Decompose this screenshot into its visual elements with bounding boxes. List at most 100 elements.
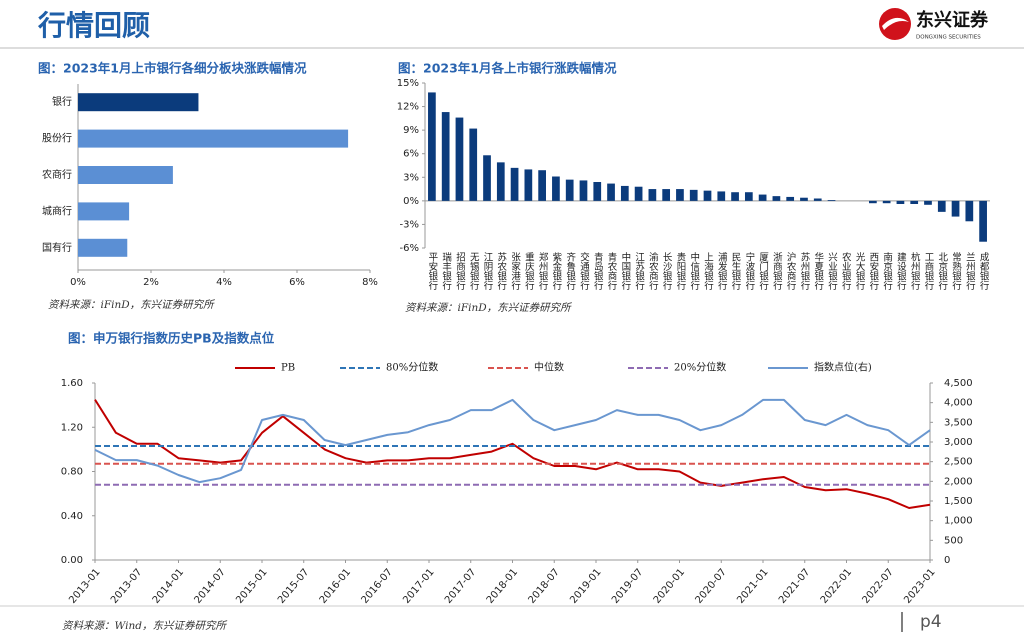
legend-label: 20%分位数 — [674, 361, 726, 374]
bar — [78, 202, 130, 221]
bar — [772, 196, 781, 201]
x-tick-label: 贵阳银行 — [674, 251, 686, 291]
y2-tick-label: 3,000 — [944, 437, 973, 448]
bar — [979, 200, 987, 242]
bar — [951, 200, 960, 217]
bar — [800, 197, 808, 201]
logo-name: 东兴证券 — [916, 9, 989, 31]
bar — [634, 186, 643, 201]
x-tick-label: 2023-01 — [902, 567, 937, 606]
bar — [731, 192, 739, 201]
y-tick-label: 农商行 — [42, 168, 72, 181]
bar — [538, 170, 546, 201]
bar — [579, 180, 588, 201]
bar — [455, 117, 464, 201]
x-tick-label: 江苏银行 — [633, 252, 645, 291]
bar — [78, 238, 128, 257]
source-note: 资料来源：Wind，东兴证券研究所 — [62, 620, 227, 632]
x-tick-label: 杭州银行 — [909, 251, 921, 291]
x-tick-label: 6% — [289, 277, 305, 288]
x-tick-label: 常熟银行 — [950, 251, 962, 291]
x-tick-label: 农业银行 — [840, 251, 852, 291]
x-tick-label: 青农商行 — [606, 251, 618, 291]
x-tick-label: 华夏银行 — [812, 251, 824, 291]
chart-title: 图：2023年1月各上市银行涨跌幅情况 — [398, 61, 617, 76]
x-tick-label: 齐鲁银行 — [564, 251, 576, 291]
x-tick-label: 长沙银行 — [661, 251, 673, 291]
x-tick-label: 建设银行 — [895, 251, 907, 291]
x-tick-label: 民生银行 — [730, 252, 742, 291]
x-tick-label: 2019-07 — [610, 567, 645, 606]
logo-subtitle: DONGXING SECURITIES — [916, 35, 981, 41]
y-tick-label: 6% — [403, 149, 419, 160]
chart-title: 图：2023年1月上市银行各细分板块涨跌幅情况 — [38, 61, 307, 76]
y-tick-label: 0.00 — [61, 555, 83, 566]
x-tick-label: 兰州银行 — [964, 251, 976, 291]
y2-tick-label: 1,500 — [944, 496, 973, 507]
y-tick-label: 12% — [397, 102, 419, 113]
x-tick-label: 沪农商行 — [785, 251, 797, 291]
series-line — [94, 399, 931, 509]
bar — [510, 167, 519, 201]
x-tick-label: 0% — [70, 277, 86, 288]
bar — [662, 189, 671, 201]
bar — [965, 200, 974, 222]
x-tick-label: 苏农银行 — [495, 251, 507, 291]
legend-label: PB — [281, 363, 295, 374]
x-tick-label: 中信银行 — [688, 251, 700, 291]
x-tick-label: 2019-01 — [568, 567, 603, 606]
x-tick-label: 工商银行 — [922, 252, 934, 291]
legend-label: 80%分位数 — [386, 361, 438, 374]
y-tick-label: 9% — [403, 125, 419, 136]
bar — [896, 200, 905, 204]
bar — [648, 189, 657, 201]
bar — [441, 112, 450, 201]
x-tick-label: 紫金银行 — [550, 252, 562, 291]
x-tick-label: 青岛银行 — [592, 251, 604, 291]
x-tick-label: 8% — [362, 277, 378, 288]
y2-tick-label: 2,000 — [944, 476, 973, 487]
x-tick-label: 北京银行 — [936, 252, 948, 291]
x-tick-label: 西安银行 — [867, 252, 879, 291]
x-tick-label: 2013-07 — [109, 567, 144, 606]
legend-label: 中位数 — [534, 361, 564, 374]
y2-tick-label: 1,000 — [944, 516, 973, 527]
y2-tick-label: 2,500 — [944, 457, 973, 468]
y-tick-label: 城商行 — [42, 204, 72, 217]
bar — [483, 155, 491, 201]
bar — [620, 185, 629, 201]
x-tick-label: 2015-01 — [234, 567, 269, 606]
bar — [565, 179, 574, 201]
x-tick-label: 2016-07 — [360, 567, 395, 606]
x-tick-label: 光大银行 — [854, 251, 866, 291]
x-tick-label: 苏州银行 — [798, 251, 810, 291]
bar — [937, 200, 946, 212]
x-tick-label: 2022-01 — [819, 567, 854, 606]
y-tick-label: 0.80 — [61, 467, 83, 478]
bar — [524, 169, 533, 201]
x-tick-label: 4% — [216, 277, 232, 288]
bar — [703, 190, 712, 201]
x-tick-label: 2018-01 — [485, 567, 520, 606]
x-tick-label: 上海银行 — [702, 252, 714, 291]
x-tick-label: 2022-07 — [861, 567, 896, 606]
x-tick-label: 2% — [143, 277, 159, 288]
y-tick-label: 3% — [403, 172, 419, 183]
x-tick-label: 宁波银行 — [743, 251, 755, 291]
source-note: 资料来源：iFinD，东兴证券研究所 — [405, 302, 572, 314]
x-tick-label: 2014-01 — [151, 567, 186, 606]
bar — [744, 192, 753, 201]
y-tick-label: 0% — [403, 196, 419, 207]
y-tick-label: 银行 — [52, 95, 72, 108]
bar — [786, 196, 795, 201]
logo-mark — [879, 8, 911, 40]
bar — [827, 200, 836, 201]
y-tick-label: 0.40 — [61, 511, 83, 522]
bar — [910, 200, 919, 204]
x-tick-label: 无锡银行 — [468, 252, 480, 291]
x-tick-label: 2020-07 — [694, 567, 729, 606]
bar — [717, 191, 726, 201]
x-tick-label: 成都银行 — [978, 251, 990, 291]
y2-tick-label: 4,000 — [944, 398, 973, 409]
